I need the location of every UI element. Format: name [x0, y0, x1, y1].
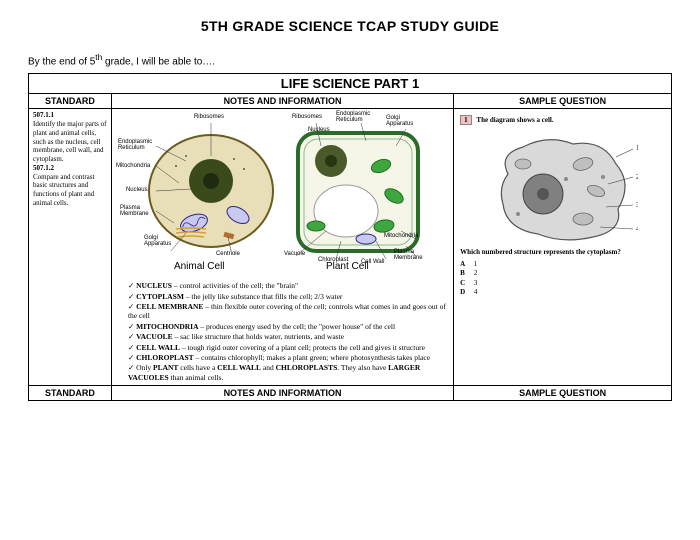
label-mito2: Mitochondria	[384, 233, 418, 239]
sample-question: Which numbered structure represents the …	[460, 248, 665, 256]
standard-code-2: 507.1.2	[33, 164, 54, 172]
cell-diagram: Ribosomes Ribosomes Endoplasmic Reticulu…	[116, 111, 449, 279]
notes-bullet: NUCLEUS – control activities of the cell…	[128, 281, 449, 290]
notes-bullet: Only PLANT cells have a CELL WALL and CH…	[128, 363, 449, 382]
label-er1: Endoplasmic Reticulum	[118, 139, 152, 151]
intro-suffix: grade, I will be able to….	[102, 56, 215, 67]
animal-cell-title: Animal Cell	[174, 261, 225, 272]
sample-cell-figure: 1 2 3 4	[488, 129, 638, 244]
sample-prompt: The diagram shows a cell.	[476, 116, 553, 124]
plant-cell-title: Plant Cell	[326, 261, 369, 272]
label-vacuole: Vacuole	[284, 251, 305, 257]
label-plasma2: Plasma Membrane	[394, 249, 423, 261]
label-ribosomes: Ribosomes	[194, 114, 224, 120]
standard-text-2: Compare and contrast basic structures an…	[33, 173, 94, 207]
sample-option: B 2	[460, 269, 665, 278]
intro-prefix: By the end of 5	[28, 56, 95, 67]
sample-options: A 1B 2C 3D 4	[460, 260, 665, 296]
notes-bullet: CHLOROPLAST – contains chlorophyll; make…	[128, 353, 449, 362]
label-mito1: Mitochondria	[116, 163, 150, 169]
sample-option: D 4	[460, 288, 665, 297]
label-golgi1: Golgi Apparatus	[144, 235, 171, 247]
notes-bullet: VACUOLE – sac like structure that holds …	[128, 332, 449, 341]
col-header-sample-2: SAMPLE QUESTION	[454, 386, 672, 401]
label-nucleus-a: Nucleus	[126, 187, 148, 193]
svg-text:4: 4	[636, 225, 638, 233]
page-title: 5TH GRADE SCIENCE TCAP STUDY GUIDE	[28, 18, 672, 34]
label-centriole: Centriole	[216, 251, 240, 257]
notes-bullet: CELL MEMBRANE – thin flexible outer cove…	[128, 302, 449, 321]
label-golgi2: Golgi Apparatus	[386, 115, 413, 127]
col-header-standard-2: STANDARD	[29, 386, 112, 401]
label-ribosomes2: Ribosomes	[292, 114, 322, 120]
standard-text-1: Identify the major parts of plant and an…	[33, 120, 106, 163]
intro-line: By the end of 5th grade, I will be able …	[28, 52, 672, 67]
col-header-standard: STANDARD	[29, 94, 112, 109]
col-header-notes-2: NOTES AND INFORMATION	[111, 386, 453, 401]
study-guide-table: LIFE SCIENCE PART 1 STANDARD NOTES AND I…	[28, 73, 672, 401]
sample-option: C 3	[460, 279, 665, 288]
sample-qnum: 1	[460, 115, 472, 125]
notes-bullet: CYTOPLASM – the jelly like substance tha…	[128, 292, 449, 301]
label-nucleus-p: Nucleus	[308, 127, 330, 133]
label-plasma1: Plasma Membrane	[120, 205, 149, 217]
sample-option: A 1	[460, 260, 665, 269]
notes-bullet: MITOCHONDRIA – produces energy used by t…	[128, 322, 449, 331]
label-er2: Endoplasmic Reticulum	[336, 111, 370, 123]
notes-bullet: CELL WALL – tough rigid outer covering o…	[128, 343, 449, 352]
svg-text:2: 2	[636, 173, 638, 181]
notes-cell: Ribosomes Ribosomes Endoplasmic Reticulu…	[111, 109, 453, 386]
cell-diagram-svg	[116, 111, 436, 276]
section-heading: LIFE SCIENCE PART 1	[29, 74, 672, 94]
col-header-sample: SAMPLE QUESTION	[454, 94, 672, 109]
col-header-notes: NOTES AND INFORMATION	[111, 94, 453, 109]
standard-code-1: 507.1.1	[33, 111, 54, 119]
standard-cell: 507.1.1 Identify the major parts of plan…	[29, 109, 112, 386]
svg-text:3: 3	[636, 201, 638, 209]
notes-bullet-list: NUCLEUS – control activities of the cell…	[118, 281, 449, 382]
svg-text:1: 1	[636, 144, 638, 152]
sample-cell: 1 The diagram shows a cell.	[454, 109, 672, 386]
